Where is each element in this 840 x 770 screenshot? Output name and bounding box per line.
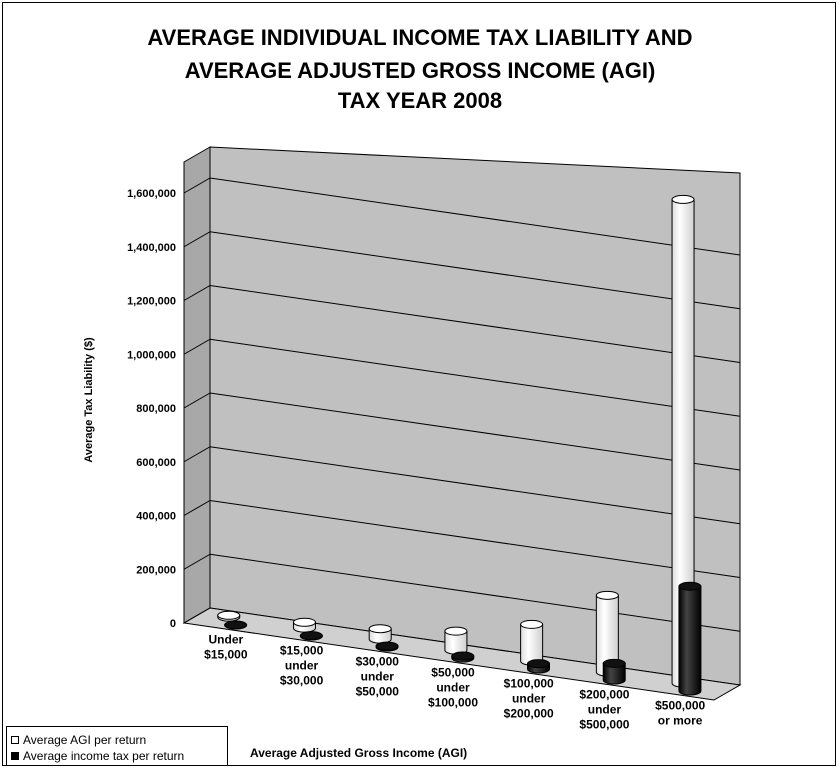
- gridline: [209, 500, 741, 578]
- x-tick-line: $200,000: [504, 706, 554, 720]
- y-tick-label: 1,000,000: [127, 349, 176, 361]
- chart-title-line-1: AVERAGE INDIVIDUAL INCOME TAX LIABILITY …: [147, 25, 693, 50]
- bar-top: [595, 590, 619, 600]
- bar-agi: [520, 619, 544, 666]
- x-tick-line: $15,000: [204, 647, 248, 661]
- legend: Average AGI per return Average income ta…: [6, 726, 228, 766]
- x-tick-line: $100,000: [428, 695, 478, 709]
- x-tick-line: $500,000: [579, 717, 629, 731]
- y-axis-title: Average Tax Liability ($): [83, 337, 95, 463]
- side-gridline: [183, 338, 211, 355]
- x-tick-line: under: [512, 691, 546, 705]
- bar-top: [217, 610, 241, 620]
- x-tick-line: $30,000: [356, 654, 400, 668]
- x-tick-label: $30,000 under $50,000: [356, 654, 400, 698]
- legend-label-tax: Average income tax per return: [23, 749, 185, 763]
- x-tick-line: $50,000: [431, 665, 475, 679]
- bar-tax: [299, 631, 323, 641]
- y-tick-label: 800,000: [136, 403, 176, 415]
- bar-tax: [678, 581, 702, 696]
- x-tick-line: under: [588, 702, 622, 716]
- y-tick-label: 200,000: [136, 564, 176, 576]
- side-gridline: [183, 285, 211, 301]
- gridline: [209, 338, 741, 417]
- bar-top: [224, 620, 248, 630]
- bar-top: [678, 581, 702, 591]
- y-tick-label: 1,400,000: [127, 242, 176, 254]
- bar-agi: [217, 610, 241, 622]
- bar-tax: [527, 659, 550, 674]
- bar-body: [520, 623, 544, 666]
- back-wall: [209, 146, 741, 686]
- side-wall: [183, 146, 211, 624]
- y-tick-label: 1,600,000: [127, 188, 176, 200]
- gridline: [209, 446, 741, 525]
- gridline: [209, 285, 741, 363]
- bar-agi: [444, 626, 468, 655]
- bar-top: [444, 626, 468, 636]
- bar-agi: [368, 624, 392, 644]
- bar-top: [520, 619, 544, 629]
- side-gridline: [183, 446, 211, 463]
- bar-agi: [292, 617, 316, 633]
- chart-title-line-3: TAX YEAR 2008: [337, 88, 503, 113]
- side-gridline: [183, 231, 211, 248]
- x-tick-label: $50,000 under $100,000: [428, 665, 478, 709]
- legend-item-agi: Average AGI per return: [11, 733, 146, 747]
- bar-top: [368, 624, 392, 634]
- y-tick-label: 0: [170, 618, 176, 630]
- x-axis-title: Average Adjusted Gross Income (AGI): [250, 746, 468, 760]
- bar-top: [671, 194, 695, 204]
- bar-top: [451, 651, 475, 661]
- x-tick-line: under: [361, 669, 395, 683]
- bar-tax: [224, 620, 248, 630]
- side-gridline: [183, 500, 211, 516]
- side-gridline: [183, 392, 211, 409]
- bar-top: [527, 659, 550, 669]
- side-gridline: [183, 177, 211, 194]
- x-tick-line: $500,000: [655, 698, 705, 712]
- side-gridline: [183, 607, 211, 624]
- bar-tax: [602, 658, 626, 685]
- legend-label-agi: Average AGI per return: [23, 733, 147, 747]
- y-tick-label: 1,200,000: [127, 296, 176, 308]
- bar-top: [602, 658, 626, 668]
- legend-swatch-black: [11, 752, 19, 760]
- x-tick-label: $500,000 or more: [655, 698, 705, 727]
- x-tick-label: Under $15,000: [204, 632, 248, 661]
- x-tick-line: $15,000: [280, 643, 324, 657]
- bar-top: [292, 617, 316, 627]
- bar-tax: [451, 651, 475, 663]
- gridline: [209, 553, 741, 632]
- bar-body: [678, 585, 702, 696]
- legend-swatch-white: [11, 736, 19, 744]
- x-tick-line: Under: [209, 632, 244, 646]
- x-tick-line: under: [436, 680, 470, 694]
- bar-top: [299, 631, 323, 641]
- gridline: [209, 177, 741, 256]
- bar-tax: [375, 641, 399, 652]
- bar-top: [375, 641, 399, 651]
- x-tick-line: $100,000: [504, 676, 554, 690]
- side-gridline: [183, 553, 211, 570]
- x-tick-line: $200,000: [579, 687, 629, 701]
- gridline: [209, 392, 741, 471]
- x-tick-label: $15,000 under $30,000: [280, 643, 324, 687]
- x-tick-line: under: [285, 658, 319, 672]
- bar-body: [602, 662, 626, 685]
- legend-item-tax: Average income tax per return: [11, 749, 184, 763]
- y-tick-label: 400,000: [136, 511, 176, 523]
- x-tick-label: $200,000 under $500,000: [579, 687, 629, 731]
- x-tick-line: $30,000: [280, 673, 324, 687]
- x-tick-line: or more: [658, 713, 703, 727]
- y-tick-label: 600,000: [136, 457, 176, 469]
- gridline: [209, 231, 741, 310]
- chart-title-line-2: AVERAGE ADJUSTED GROSS INCOME (AGI): [184, 58, 656, 83]
- x-tick-label: $100,000 under $200,000: [504, 676, 554, 720]
- x-tick-line: $50,000: [356, 684, 400, 698]
